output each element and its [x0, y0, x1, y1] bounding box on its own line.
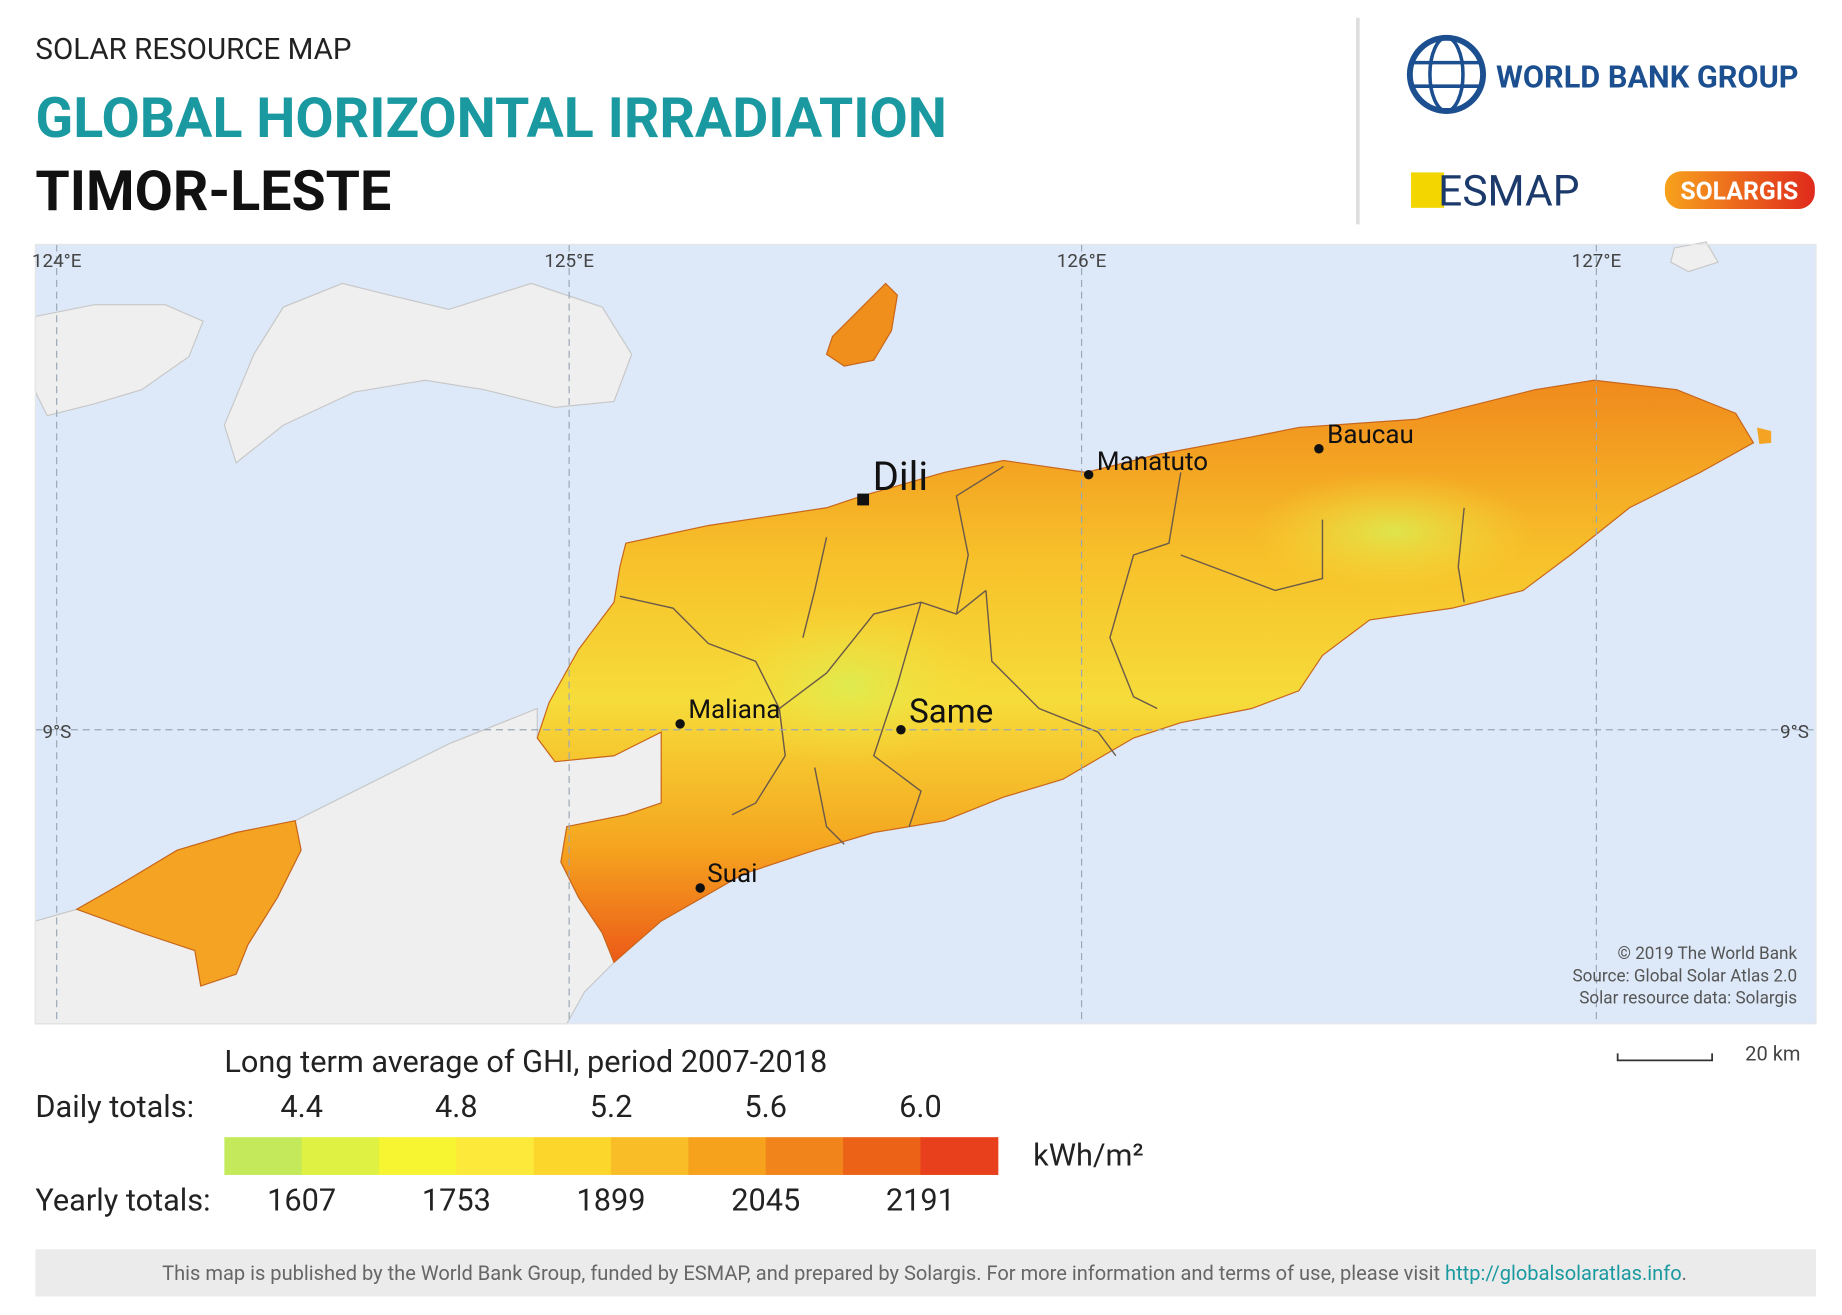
- legend-swatch: [843, 1137, 921, 1175]
- map-frame: [34, 243, 1817, 1025]
- yearly-value: 1899: [577, 1183, 646, 1218]
- esmap-logo: ESMAP: [1411, 167, 1580, 216]
- daily-value: 4.4: [280, 1090, 323, 1125]
- world-bank-logo: WORLD BANK GROUP: [1406, 34, 1799, 114]
- yearly-label: Yearly totals:: [35, 1183, 210, 1218]
- city-marker: [695, 883, 705, 893]
- legend-title: Long term average of GHI, period 2007-20…: [224, 1045, 827, 1080]
- solargis-logo: SOLARGIS: [1664, 171, 1815, 210]
- map: [34, 241, 1817, 1025]
- land-island: [34, 304, 204, 417]
- city-label: Same: [909, 693, 993, 732]
- city-label: Manatuto: [1097, 447, 1208, 477]
- footer-text: This map is published by the World Bank …: [162, 1261, 1687, 1285]
- latitude-label: 9°S: [1780, 720, 1809, 743]
- longitude-label: 125°E: [544, 249, 594, 272]
- highland: [720, 602, 981, 768]
- footer-body: This map is published by the World Bank …: [162, 1261, 1445, 1285]
- credit: © 2019 The World Bank: [1618, 944, 1798, 964]
- credit: Source: Global Solar Atlas 2.0: [1573, 966, 1798, 986]
- yearly-value: 1607: [267, 1183, 336, 1218]
- footer-bar: [35, 1249, 1817, 1297]
- footer-link[interactable]: http://globalsolaratlas.info: [1445, 1261, 1682, 1285]
- yearly-value: 2191: [886, 1183, 955, 1218]
- land-island: [1670, 241, 1719, 273]
- daily-value: 5.2: [590, 1090, 633, 1125]
- daily-label: Daily totals:: [35, 1090, 194, 1125]
- scale-label: 20 km: [1745, 1041, 1800, 1065]
- yearly-value: 1753: [422, 1183, 491, 1218]
- legend-swatch: [688, 1137, 767, 1175]
- city-marker: [896, 725, 906, 735]
- legend-swatch: [456, 1137, 535, 1175]
- daily-value: 6.0: [899, 1090, 942, 1125]
- legend-swatch: [301, 1137, 380, 1175]
- solargis-text: SOLARGIS: [1680, 178, 1798, 207]
- legend-swatch: [920, 1137, 999, 1175]
- oecusse: [75, 819, 302, 987]
- unit: kWh/m²: [1033, 1139, 1144, 1174]
- legend-swatch: [379, 1137, 457, 1175]
- city-marker: [1083, 469, 1094, 480]
- latitude-label: 9°S: [43, 720, 72, 743]
- city-label: Baucau: [1327, 420, 1414, 450]
- credit: Solar resource data: Solargis: [1579, 989, 1797, 1009]
- city-label: Maliana: [688, 695, 780, 725]
- daily-value: 4.8: [435, 1090, 478, 1125]
- longitude-label: 126°E: [1057, 249, 1107, 272]
- subtitle: SOLAR RESOURCE MAP: [35, 33, 351, 67]
- legend-swatch: [224, 1137, 303, 1175]
- jaco-island: [1756, 427, 1772, 445]
- title: GLOBAL HORIZONTAL IRRADIATION: [35, 86, 947, 151]
- city-marker: [1314, 444, 1324, 454]
- capital-marker: [857, 493, 870, 506]
- footer-end: .: [1682, 1261, 1687, 1285]
- longitude-label: 124°E: [32, 249, 82, 272]
- legend-swatch: [533, 1137, 612, 1175]
- city-marker: [675, 719, 685, 729]
- city-label: Dili: [873, 453, 929, 500]
- longitude-label: 127°E: [1572, 249, 1622, 272]
- scale-bar: [1616, 1053, 1714, 1062]
- esmap-text: ESMAP: [1438, 167, 1579, 216]
- highland: [1251, 472, 1535, 591]
- city-label: Suai: [707, 859, 757, 889]
- district-boundaries: [619, 465, 1465, 845]
- country: TIMOR-LESTE: [35, 159, 391, 224]
- yearly-value: 2045: [731, 1183, 800, 1218]
- daily-value: 5.6: [744, 1090, 787, 1125]
- world-bank-text: WORLD BANK GROUP: [1496, 60, 1799, 95]
- legend-swatch: [611, 1137, 689, 1175]
- legend-swatch: [765, 1137, 844, 1175]
- land-island: [223, 282, 633, 464]
- atauro: [825, 282, 899, 367]
